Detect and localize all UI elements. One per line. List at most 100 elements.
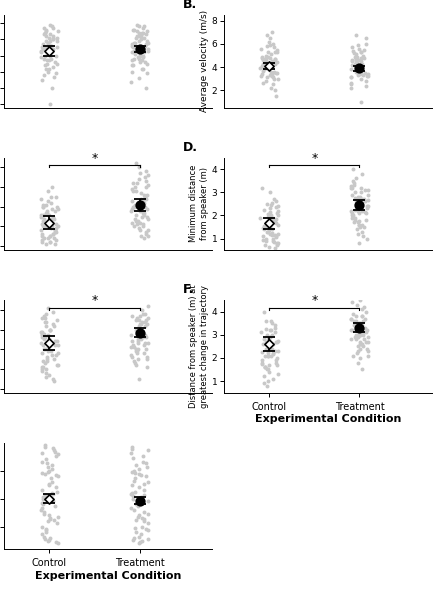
- Point: [363, 76, 370, 86]
- Point: [46, 49, 53, 59]
- Point: [354, 358, 361, 367]
- Point: [357, 187, 364, 197]
- Point: [354, 349, 361, 358]
- Point: [48, 41, 54, 50]
- Point: [52, 470, 59, 480]
- Point: [53, 33, 60, 43]
- Point: [348, 80, 355, 89]
- Point: [265, 367, 272, 377]
- Point: [257, 328, 264, 337]
- Point: [38, 329, 45, 338]
- Point: [130, 38, 137, 47]
- Point: [44, 233, 51, 243]
- Point: [44, 338, 51, 348]
- Point: [358, 323, 365, 332]
- Point: [128, 489, 135, 499]
- Point: [42, 51, 49, 61]
- Point: [352, 199, 359, 209]
- Point: [355, 229, 362, 239]
- Point: [348, 60, 355, 70]
- Point: [136, 319, 143, 328]
- Point: [39, 494, 46, 503]
- Point: [264, 349, 271, 358]
- Point: [46, 218, 53, 227]
- Point: [358, 66, 365, 76]
- Point: [355, 238, 362, 248]
- Point: [141, 321, 148, 331]
- Point: [143, 194, 150, 203]
- Point: [50, 230, 57, 239]
- Point: [142, 331, 149, 340]
- Point: [260, 65, 267, 74]
- Point: [50, 515, 57, 524]
- Point: [49, 221, 56, 231]
- Point: [266, 34, 273, 43]
- Point: [42, 527, 49, 537]
- Point: [38, 349, 45, 358]
- Point: [352, 67, 359, 77]
- Point: [353, 199, 360, 209]
- Point: [39, 468, 46, 478]
- Point: [357, 53, 364, 62]
- Point: [348, 211, 355, 220]
- Point: [259, 69, 266, 79]
- Point: [38, 448, 45, 457]
- Point: [132, 43, 139, 52]
- Point: [270, 194, 277, 204]
- Point: [47, 198, 54, 208]
- Point: [128, 448, 135, 457]
- Point: [272, 54, 279, 64]
- Point: [132, 200, 139, 209]
- Point: [352, 58, 359, 67]
- Point: [265, 52, 272, 61]
- Point: [356, 339, 363, 349]
- Point: [354, 62, 361, 72]
- Point: [130, 341, 137, 350]
- Point: [274, 68, 281, 77]
- Point: [347, 73, 354, 82]
- Point: [133, 158, 140, 168]
- Point: [265, 335, 272, 344]
- Point: [358, 67, 364, 77]
- Point: [145, 534, 152, 544]
- Point: [49, 35, 56, 44]
- Point: [128, 311, 135, 320]
- Point: [274, 58, 281, 67]
- Point: [144, 170, 151, 180]
- Point: [272, 218, 279, 227]
- Point: [353, 58, 360, 67]
- Point: [263, 220, 270, 229]
- Point: [144, 44, 151, 54]
- Point: [44, 206, 51, 215]
- Point: [46, 514, 53, 524]
- Point: [38, 212, 45, 221]
- Point: [129, 442, 136, 452]
- Point: [140, 220, 146, 229]
- Point: [267, 40, 274, 50]
- X-axis label: Experimental Condition: Experimental Condition: [35, 571, 181, 581]
- Point: [48, 224, 54, 233]
- Point: [47, 51, 54, 61]
- Point: [270, 80, 277, 89]
- Point: [128, 41, 135, 50]
- Point: [51, 355, 58, 364]
- Point: [145, 38, 152, 47]
- Point: [41, 23, 48, 33]
- Point: [361, 323, 368, 332]
- Point: [53, 350, 60, 360]
- Point: [145, 214, 152, 223]
- Point: [42, 321, 49, 331]
- Point: [47, 20, 54, 29]
- Point: [361, 53, 368, 62]
- Point: [261, 224, 268, 234]
- Point: [144, 338, 151, 348]
- Point: [362, 208, 369, 218]
- Point: [140, 485, 147, 494]
- Point: [139, 23, 146, 33]
- Point: [362, 34, 369, 43]
- Point: [266, 341, 272, 351]
- Point: [272, 218, 279, 228]
- Point: [137, 57, 144, 67]
- Point: [52, 227, 59, 237]
- Point: [262, 324, 269, 334]
